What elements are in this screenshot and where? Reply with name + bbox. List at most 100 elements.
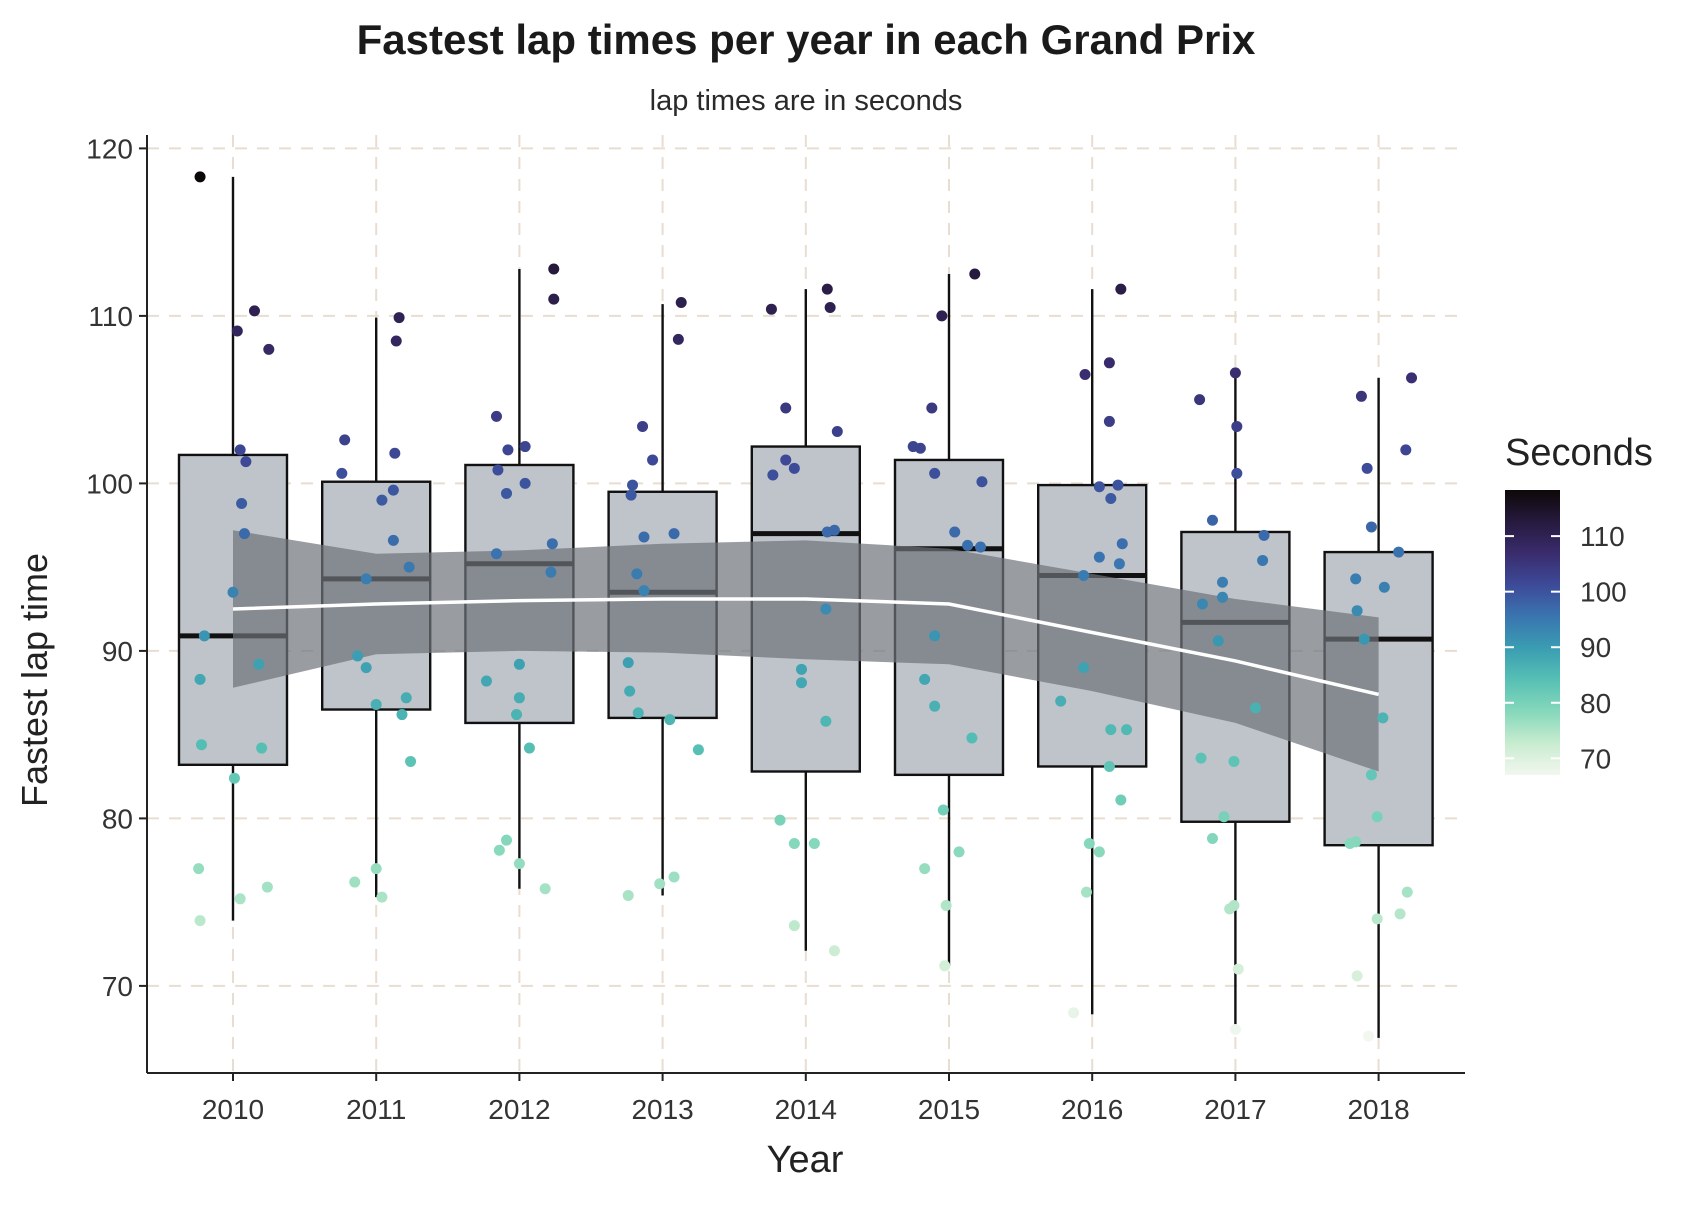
data-point	[1258, 529, 1270, 541]
y-tick-label: 80	[102, 803, 133, 834]
data-point	[1195, 752, 1207, 764]
data-point	[664, 714, 676, 726]
data-point	[1068, 1007, 1080, 1019]
jitter-points	[193, 171, 1418, 1042]
data-point	[926, 402, 938, 414]
data-point	[828, 945, 840, 957]
data-point	[940, 900, 952, 911]
data-point	[405, 755, 417, 767]
data-point	[1078, 570, 1090, 582]
data-point	[234, 893, 246, 905]
data-point	[632, 707, 644, 719]
data-point	[1103, 760, 1115, 772]
data-point	[370, 863, 382, 875]
data-point	[1365, 769, 1377, 781]
data-point	[1406, 372, 1418, 384]
data-point	[387, 534, 399, 546]
data-point	[1361, 462, 1373, 474]
data-point	[1080, 886, 1092, 898]
data-point	[1228, 900, 1240, 911]
data-point	[339, 434, 351, 446]
data-point	[1232, 963, 1244, 975]
data-point	[1217, 576, 1229, 588]
data-point	[352, 650, 364, 662]
legend-colorbar	[1505, 490, 1560, 775]
y-tick-label: 120	[86, 133, 133, 164]
data-point	[492, 464, 504, 476]
data-point	[1105, 724, 1117, 736]
data-point	[624, 685, 636, 697]
data-point	[234, 444, 246, 456]
data-point	[824, 302, 836, 314]
data-point	[490, 548, 502, 560]
data-point	[511, 709, 523, 721]
x-tick-label: 2016	[1061, 1094, 1123, 1125]
data-point	[519, 477, 531, 489]
data-point	[1093, 481, 1105, 493]
data-point	[808, 838, 820, 850]
data-point	[236, 498, 248, 509]
data-point	[400, 692, 412, 704]
data-point	[1365, 521, 1377, 533]
data-point	[692, 744, 704, 756]
axes: 70 80 90 100 110 120 2010 2011 2012 2013 2014 2015 2…	[86, 133, 1465, 1125]
data-point	[387, 484, 399, 496]
data-point	[638, 585, 650, 597]
data-point	[1363, 1030, 1375, 1042]
data-point	[937, 804, 949, 816]
data-point	[389, 447, 401, 459]
legend-tick-label: 90	[1580, 632, 1611, 663]
chart-title: Fastest lap times per year in each Grand…	[357, 16, 1256, 63]
smooth-band	[232, 530, 1379, 772]
data-point	[675, 297, 687, 308]
data-point	[1212, 635, 1224, 647]
data-point	[480, 675, 492, 687]
data-point	[828, 524, 840, 536]
data-point	[767, 469, 779, 481]
legend-tick-label: 80	[1580, 688, 1611, 719]
data-point	[622, 657, 634, 669]
data-point	[360, 573, 372, 585]
x-tick-label: 2018	[1347, 1094, 1409, 1125]
data-point	[396, 709, 408, 721]
data-point	[360, 662, 372, 674]
data-point	[336, 467, 348, 479]
data-point	[668, 528, 680, 540]
data-point	[193, 863, 205, 875]
data-point	[393, 312, 405, 324]
data-point	[919, 673, 931, 685]
data-point	[774, 814, 786, 826]
data-point	[248, 305, 260, 317]
color-legend: Seconds 110 100 90 80 70	[1505, 432, 1653, 775]
data-point	[1206, 514, 1218, 526]
data-point	[194, 673, 206, 685]
data-point	[949, 526, 961, 538]
data-point	[1400, 444, 1412, 456]
data-point	[1344, 838, 1356, 850]
data-point	[1116, 538, 1128, 550]
x-tick-label: 2017	[1204, 1094, 1266, 1125]
data-point	[194, 915, 206, 927]
legend-tick-label: 70	[1580, 743, 1611, 774]
data-point	[975, 541, 987, 553]
data-point	[519, 441, 531, 453]
data-point	[231, 325, 243, 337]
data-point	[1115, 283, 1127, 295]
data-point	[788, 920, 800, 932]
y-axis-title: Fastest lap time	[14, 553, 55, 807]
data-point	[1112, 479, 1124, 491]
data-point	[1105, 492, 1117, 504]
data-point	[370, 699, 382, 710]
data-point	[228, 772, 240, 784]
data-point	[1371, 913, 1383, 925]
data-point	[914, 442, 926, 454]
data-point	[1358, 633, 1370, 645]
data-point	[263, 343, 275, 355]
data-point	[668, 871, 680, 883]
data-point	[1228, 755, 1240, 767]
data-point	[780, 454, 792, 466]
data-point	[976, 476, 988, 488]
data-point	[1350, 573, 1362, 585]
x-axis-title: Year	[767, 1139, 844, 1181]
confidence-band	[233, 530, 1379, 772]
